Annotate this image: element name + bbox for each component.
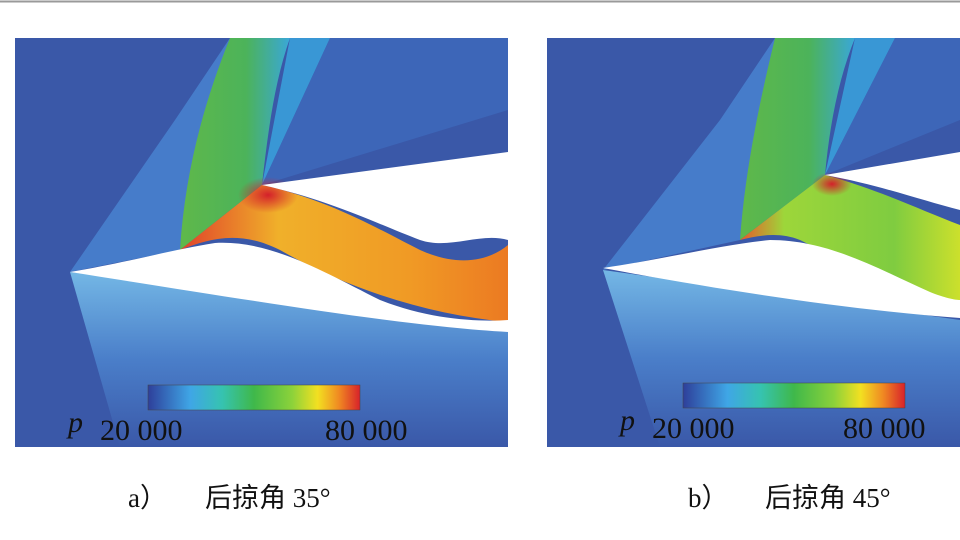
panel-caption: 后掠角 45° [765,483,891,513]
panel-caption: 后掠角 35° [205,483,331,513]
colorbar-symbol: p [618,404,635,437]
colorbar-min-label: 20 000 [100,414,183,447]
colorbar-max-label: 80 000 [843,412,926,445]
contour-plot [547,38,960,447]
colorbar-max-label: 80 000 [325,414,408,447]
colorbar [682,382,906,409]
colorbar [147,384,361,411]
contour-plot [15,38,508,447]
colorbar-min-label: 20 000 [652,412,735,445]
panel-label: b） [688,483,729,513]
colorbar-symbol: p [66,406,83,439]
panel-label: a） [128,483,167,513]
